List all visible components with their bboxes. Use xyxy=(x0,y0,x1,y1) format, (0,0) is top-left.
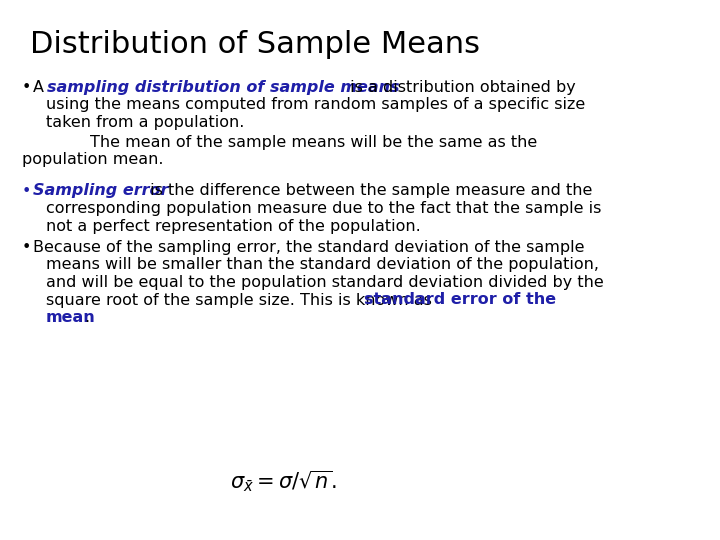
Text: A: A xyxy=(33,80,49,95)
Text: square root of the sample size. This is known as: square root of the sample size. This is … xyxy=(46,293,437,307)
Text: is the difference between the sample measure and the: is the difference between the sample mea… xyxy=(145,184,593,199)
Text: taken from a population.: taken from a population. xyxy=(46,115,244,130)
Text: •: • xyxy=(22,240,32,255)
Text: sampling distribution of sample means: sampling distribution of sample means xyxy=(47,80,400,95)
Text: The mean of the sample means will be the same as the: The mean of the sample means will be the… xyxy=(90,134,537,150)
Text: population mean.: population mean. xyxy=(22,152,163,167)
Text: •: • xyxy=(22,80,32,95)
Text: Because of the sampling error, the standard deviation of the sample: Because of the sampling error, the stand… xyxy=(33,240,585,255)
Text: not a perfect representation of the population.: not a perfect representation of the popu… xyxy=(46,219,420,233)
Text: is a distribution obtained by: is a distribution obtained by xyxy=(345,80,576,95)
Text: .: . xyxy=(84,310,89,325)
Text: corresponding population measure due to the fact that the sample is: corresponding population measure due to … xyxy=(46,201,601,216)
Text: using the means computed from random samples of a specific size: using the means computed from random sam… xyxy=(46,98,585,112)
Text: Distribution of Sample Means: Distribution of Sample Means xyxy=(30,30,480,59)
Text: •: • xyxy=(22,184,32,199)
Text: Sampling error: Sampling error xyxy=(33,184,168,199)
Text: mean: mean xyxy=(46,310,96,325)
Text: standard error of the: standard error of the xyxy=(364,293,556,307)
Text: and will be equal to the population standard deviation divided by the: and will be equal to the population stan… xyxy=(46,275,604,290)
Text: $\sigma_{\bar{x}} = \sigma/\sqrt{n}.$: $\sigma_{\bar{x}} = \sigma/\sqrt{n}.$ xyxy=(230,468,336,494)
Text: means will be smaller than the standard deviation of the population,: means will be smaller than the standard … xyxy=(46,258,599,273)
